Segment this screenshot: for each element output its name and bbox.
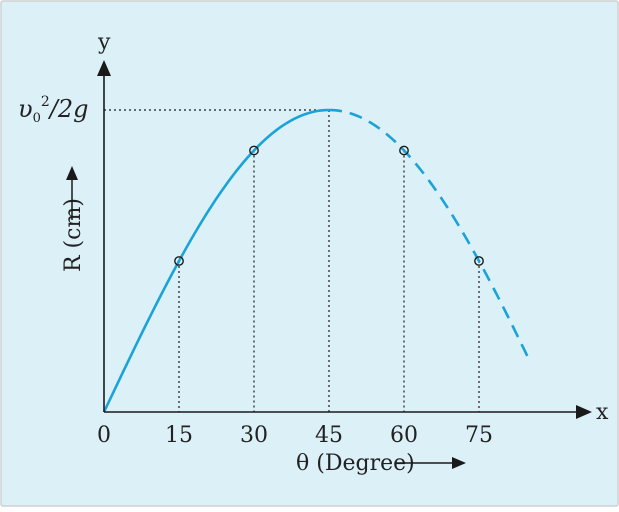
y-axis-letter: y: [97, 30, 111, 55]
x-tick-labels: 0 15 30 45 60 75: [97, 423, 493, 448]
marker-group: [174, 145, 484, 266]
x-tick-label-0: 0: [97, 423, 111, 448]
y-label-group: R (cm): [61, 198, 86, 272]
x-axis-label: θ (Degree): [296, 451, 415, 476]
y-axis-label: R (cm): [61, 198, 86, 272]
x-tick-label-45: 45: [315, 423, 343, 448]
x-axis-arrow-icon: [576, 405, 592, 419]
x-tick-label-30: 30: [240, 423, 268, 448]
x-tick-label-60: 60: [390, 423, 418, 448]
y-max-base: υ: [18, 95, 33, 123]
x-tick-label-15: 15: [165, 423, 193, 448]
curve-group: [102, 108, 531, 413]
y-max-superscript: 2: [41, 94, 50, 110]
x-axis-letter: x: [596, 400, 609, 425]
y-label-arrow-icon: [66, 166, 78, 180]
data-point-0: [174, 256, 184, 266]
data-point-2: [399, 145, 409, 156]
y-axis-arrow-icon: [97, 60, 111, 76]
x-tick-label-75: 75: [465, 423, 493, 448]
x-label-arrow-icon: [452, 457, 466, 469]
series-curve-solid: [102, 108, 330, 413]
guide-lines: [104, 109, 480, 412]
y-max-label: υ02/2g: [18, 94, 89, 126]
y-max-rest: /2g: [48, 95, 89, 123]
y-max-subscript: 0: [33, 111, 41, 126]
data-point-3: [474, 256, 484, 266]
data-point-1: [249, 145, 259, 156]
series-curve-dashed: [328, 108, 531, 361]
